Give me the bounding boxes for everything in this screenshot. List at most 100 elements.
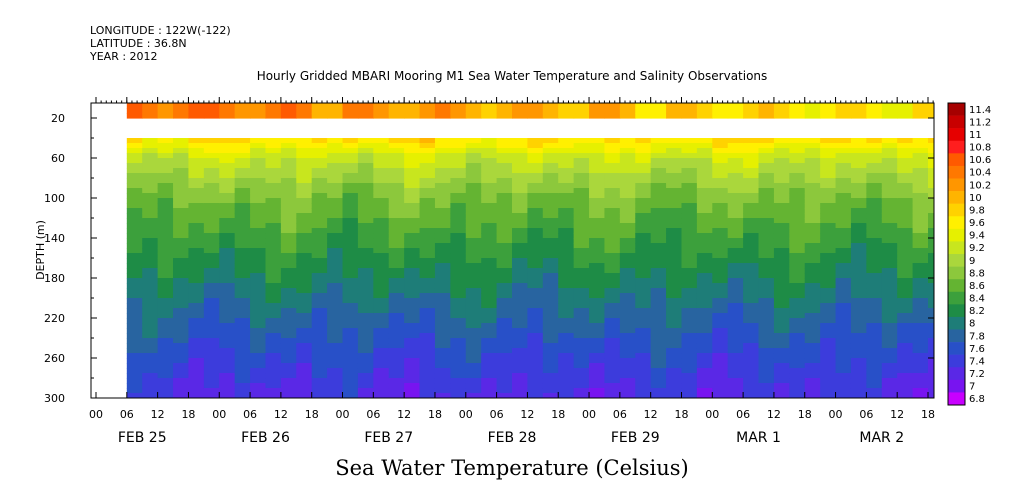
heatmap-cell <box>727 288 744 294</box>
heatmap-cell <box>789 188 806 194</box>
heatmap-cell <box>357 283 374 289</box>
heatmap-cell <box>758 323 775 329</box>
heatmap-cell <box>173 323 190 329</box>
heatmap-cell <box>727 308 744 314</box>
heatmap-cell <box>280 393 297 398</box>
heatmap-cell <box>126 213 143 219</box>
heatmap-cell <box>327 348 344 354</box>
heatmap-cell <box>835 393 852 398</box>
x-hour-label: 18 <box>551 408 565 421</box>
heatmap-cell <box>357 193 374 199</box>
heatmap-cell <box>619 223 636 229</box>
heatmap-cell <box>928 143 934 149</box>
heatmap-cell <box>188 353 205 359</box>
heatmap-cell <box>280 188 297 194</box>
heatmap-cell <box>758 293 775 299</box>
heatmap-cell <box>542 273 559 279</box>
heatmap-cell <box>589 313 606 319</box>
heatmap-cell <box>465 243 482 249</box>
heatmap-cell <box>142 158 159 164</box>
heatmap-cell <box>866 148 883 154</box>
heatmap-cell <box>696 253 713 259</box>
heatmap-cell <box>142 223 159 229</box>
heatmap-cell <box>527 183 544 189</box>
heatmap-cell <box>265 233 282 239</box>
heatmap-cell <box>650 278 667 284</box>
heatmap-cell <box>142 243 159 249</box>
heatmap-cell <box>250 143 267 149</box>
heatmap-cell <box>219 158 236 164</box>
heatmap-cell <box>496 188 513 194</box>
heatmap-cell <box>604 108 621 114</box>
heatmap-cell <box>558 183 575 189</box>
heatmap-cell <box>635 198 652 204</box>
heatmap-cell <box>173 253 190 259</box>
heatmap-cell <box>928 328 934 334</box>
heatmap-cell <box>419 323 436 329</box>
heatmap-cell <box>296 358 313 364</box>
heatmap-cell <box>481 348 498 354</box>
heatmap-cell <box>280 353 297 359</box>
heatmap-cell <box>835 343 852 349</box>
heatmap-cell <box>743 338 760 344</box>
heatmap-cell <box>388 268 405 274</box>
heatmap-cell <box>219 193 236 199</box>
heatmap-cell <box>928 158 934 164</box>
heatmap-cell <box>928 203 934 209</box>
heatmap-cell <box>465 258 482 264</box>
heatmap-cell <box>126 383 143 389</box>
heatmap-cell <box>465 263 482 269</box>
heatmap-cell <box>219 198 236 204</box>
heatmap-cell <box>219 188 236 194</box>
heatmap-cell <box>712 278 729 284</box>
heatmap-cell <box>188 333 205 339</box>
heatmap-cell <box>250 348 267 354</box>
heatmap-cell <box>619 228 636 234</box>
heatmap-cell <box>773 268 790 274</box>
heatmap-cell <box>820 228 837 234</box>
heatmap-cell <box>897 228 914 234</box>
heatmap-cell <box>234 278 251 284</box>
heatmap-cell <box>250 233 267 239</box>
heatmap-cell <box>157 188 174 194</box>
heatmap-cell <box>296 383 313 389</box>
heatmap-cell <box>573 363 590 369</box>
heatmap-cell <box>342 113 359 119</box>
heatmap-cell <box>173 188 190 194</box>
heatmap-cell <box>342 228 359 234</box>
heatmap-cell <box>666 163 683 169</box>
heatmap-cell <box>126 183 143 189</box>
heatmap-cell <box>373 113 390 119</box>
heatmap-cell <box>789 183 806 189</box>
heatmap-cell <box>835 348 852 354</box>
heatmap-cell <box>928 288 934 294</box>
heatmap-cell <box>450 313 467 319</box>
heatmap-cell <box>820 343 837 349</box>
heatmap-cell <box>804 198 821 204</box>
heatmap-cell <box>743 233 760 239</box>
heatmap-cell <box>542 303 559 309</box>
heatmap-cell <box>573 273 590 279</box>
heatmap-cell <box>203 348 220 354</box>
heatmap-cell <box>573 168 590 174</box>
heatmap-cell <box>265 308 282 314</box>
colorbar-swatch <box>948 316 965 330</box>
heatmap-cell <box>465 333 482 339</box>
heatmap-cell <box>203 158 220 164</box>
heatmap-cell <box>419 113 436 119</box>
heatmap-cell <box>173 138 190 144</box>
heatmap-cell <box>666 323 683 329</box>
heatmap-cell <box>373 393 390 398</box>
heatmap-cell <box>311 228 328 234</box>
heatmap-cell <box>373 353 390 359</box>
heatmap-cell <box>373 208 390 214</box>
heatmap-cell <box>219 393 236 398</box>
heatmap-cell <box>157 358 174 364</box>
heatmap-cell <box>650 328 667 334</box>
heatmap-cell <box>897 258 914 264</box>
heatmap-cell <box>142 368 159 374</box>
heatmap-cell <box>234 348 251 354</box>
heatmap-cell <box>327 113 344 119</box>
heatmap-cell <box>866 298 883 304</box>
heatmap-cell <box>203 283 220 289</box>
